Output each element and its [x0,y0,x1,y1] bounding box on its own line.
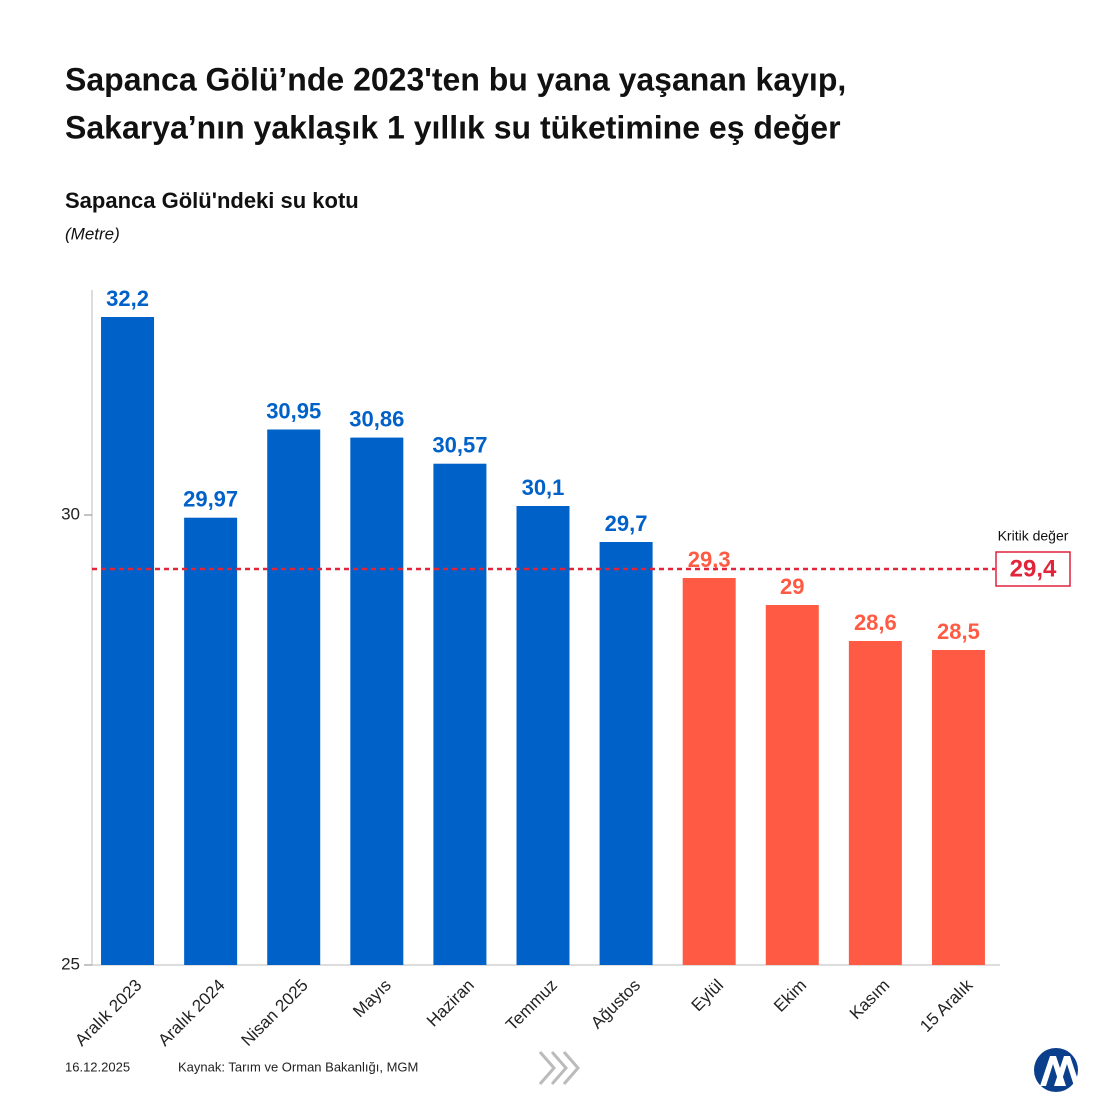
value-label: 32,2 [106,286,149,311]
value-label: 30,86 [349,406,404,431]
bar [267,429,321,965]
x-tick-label: Temmuz [502,976,561,1035]
x-tick-label: Ağustos [587,976,644,1033]
value-label: 29,97 [183,487,238,512]
x-tick-label: Eylül [688,976,727,1015]
y-tick-label: 25 [61,954,80,973]
value-label: 30,57 [432,433,487,458]
bar [848,641,902,965]
x-tick-label: Mayıs [349,976,394,1021]
x-tick-label: Nisan 2025 [237,976,311,1050]
reference-title: Kritik değer [998,528,1069,544]
x-tick-label: Aralık 2023 [71,976,145,1050]
value-label: 28,5 [937,619,980,644]
value-label: 29 [780,574,804,599]
x-tick-label: 15 Aralık [916,975,977,1036]
value-label: 30,95 [266,398,321,423]
value-label: 29,3 [688,547,731,572]
bar [184,517,238,965]
reference-box [995,551,1071,587]
value-label: 29,7 [605,511,648,536]
date: 16.12.2025 [65,1059,130,1074]
value-label: 30,1 [522,475,565,500]
bar [682,578,736,965]
logo [1034,1048,1080,1092]
y-tick-label: 30 [61,504,80,523]
bar [599,542,653,965]
chart-title: Sakarya’nın yaklaşık 1 yıllık su tüketim… [65,109,841,145]
x-tick-label: Kasım [846,976,894,1024]
reference-label: 29,4 [1010,555,1057,582]
value-label: 28,6 [854,610,897,635]
x-tick-label: Ekim [770,976,810,1016]
subtitle: Sapanca Gölü'ndeki su kotu [65,188,359,213]
source: Kaynak: Tarım ve Orman Bakanlığı, MGM [178,1059,418,1074]
bar [765,605,819,965]
y-axis-label: (Metre) [65,224,120,243]
chevrons [538,1051,580,1085]
x-tick-label: Haziran [423,976,478,1031]
bar [516,506,570,965]
bar [101,317,155,965]
bar [931,650,985,965]
bar [350,437,404,966]
bar [433,463,487,965]
chart-title: Sapanca Gölü’nde 2023'ten bu yana yaşana… [65,61,846,97]
x-tick-label: Aralık 2024 [154,976,228,1050]
